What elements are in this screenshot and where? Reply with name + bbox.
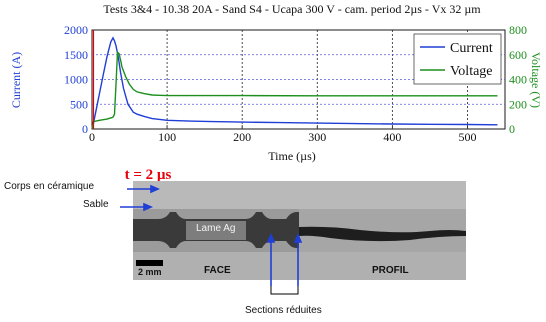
reduced-bracket xyxy=(270,286,299,295)
x-tick-label: 0 xyxy=(89,130,95,144)
series-line-voltage xyxy=(91,50,498,130)
label-profile: PROFIL xyxy=(372,265,409,276)
y-axis-label: Current (A) xyxy=(9,52,23,108)
y-tick-label: 500 xyxy=(70,97,88,111)
y-tick-label-right: 600 xyxy=(509,48,527,62)
reduced-arrowhead-profile xyxy=(293,232,303,243)
label-ceramic: Corps en céramique xyxy=(4,181,95,192)
legend-box xyxy=(413,33,502,85)
chart-title: Tests 3&4 - 10.38 20A - Sand S4 - Ucapa … xyxy=(103,2,481,16)
reduced-arrowhead-face xyxy=(266,232,276,243)
label-blade: Lame Ag xyxy=(196,223,236,234)
specimen-photo xyxy=(120,181,466,295)
label-reduced: Sections réduites xyxy=(245,305,322,316)
y-tick-label-right: 200 xyxy=(509,97,527,111)
x-axis-label: Time (µs) xyxy=(268,149,315,163)
x-tick-label: 500 xyxy=(458,130,476,144)
scale-bar xyxy=(136,260,163,266)
silver-blade-center xyxy=(186,221,246,240)
y-tick-label-right: 400 xyxy=(509,73,527,87)
y-axis-right: 0 200 400 600 800 xyxy=(509,23,527,136)
label-sand: Sable xyxy=(83,199,109,210)
ceramic-band-bottom xyxy=(133,252,466,280)
y-tick-label: 0 xyxy=(82,122,88,136)
sand-arrowhead xyxy=(143,202,154,212)
legend-label-voltage: Voltage xyxy=(450,64,493,79)
y-tick-label: 2000 xyxy=(64,23,88,37)
x-tick-label: 400 xyxy=(383,130,401,144)
legend: Current Voltage xyxy=(413,33,502,85)
ceramic-arrowhead xyxy=(150,184,161,194)
x-tick-label: 300 xyxy=(308,130,326,144)
y-axis-label-right: Voltage (V) xyxy=(529,52,543,108)
y-tick-label-right: 800 xyxy=(509,23,527,37)
t-marker-label: t = 2 µs xyxy=(125,167,172,183)
series-line-current xyxy=(91,36,498,130)
legend-label-current: Current xyxy=(450,41,493,56)
x-tick-label: 100 xyxy=(158,130,176,144)
label-face: FACE xyxy=(204,265,231,276)
x-axis: 0 100 200 300 400 500 xyxy=(89,125,476,144)
ceramic-band-top xyxy=(133,181,466,209)
y-tick-label: 1000 xyxy=(64,73,88,87)
x-tick-label: 200 xyxy=(233,130,251,144)
y-tick-label: 1500 xyxy=(64,48,88,62)
silver-blade-profile xyxy=(299,226,466,242)
y-axis-left: 0 500 1000 1500 2000 xyxy=(64,23,88,136)
label-scale: 2 mm xyxy=(138,267,162,277)
y-tick-label-right: 0 xyxy=(509,122,515,136)
series-layer xyxy=(91,36,498,130)
